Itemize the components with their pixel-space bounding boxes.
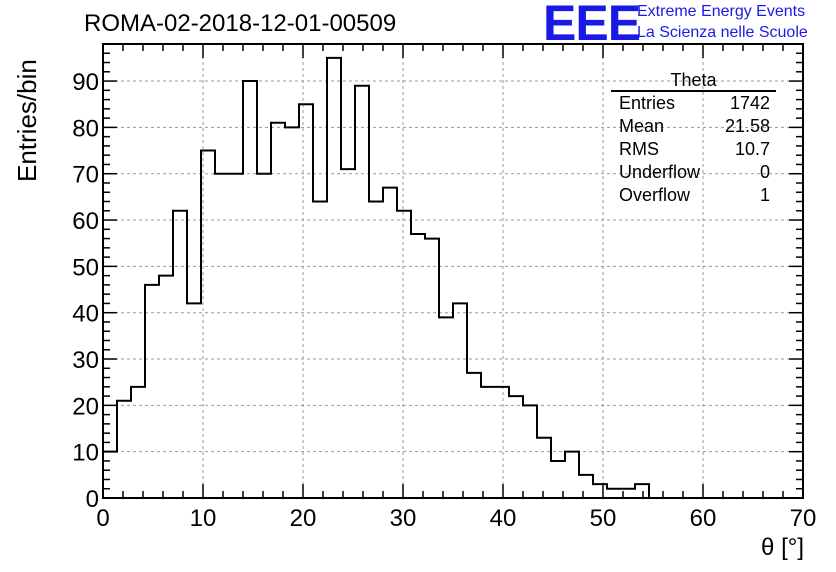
y-tick-label: 0 <box>86 486 99 513</box>
y-axis-label: Entries/bin <box>12 59 42 182</box>
y-tick-label: 50 <box>72 254 99 281</box>
eee-logo: EEE <box>543 0 641 51</box>
x-tick-label: 40 <box>490 505 517 532</box>
y-tick-label: 80 <box>72 115 99 142</box>
y-tick-label: 70 <box>72 162 99 189</box>
y-tick-label: 40 <box>72 301 99 328</box>
stats-label: Overflow <box>619 185 691 205</box>
y-tick-label: 10 <box>72 440 99 467</box>
x-tick-label: 70 <box>790 505 817 532</box>
x-axis-label: θ [°] <box>761 534 804 561</box>
stats-label: RMS <box>619 139 659 159</box>
y-tick-label: 20 <box>72 393 99 420</box>
stats-value: 10.7 <box>734 139 770 159</box>
x-tick-label: 20 <box>290 505 317 532</box>
chart-title: ROMA-02-2018-12-01-00509 <box>84 10 397 37</box>
stats-row: Mean 21.58 <box>611 115 776 138</box>
stats-label: Entries <box>619 93 676 113</box>
x-tick-label: 10 <box>190 505 217 532</box>
stats-row: Entries 1742 <box>611 92 776 115</box>
stats-value: 1 <box>759 185 770 205</box>
logo-line-2: La Scienza nelle Scuole <box>637 24 808 41</box>
stats-box: Theta Entries 1742 Mean 21.58 RMS 10.7 U… <box>611 70 776 207</box>
plot-frame <box>102 43 804 499</box>
histogram-line <box>102 56 803 499</box>
y-tick-label: 60 <box>72 208 99 235</box>
axis-ticks <box>102 43 804 499</box>
y-tick-label: 90 <box>72 69 99 96</box>
stats-value: 0 <box>759 162 770 182</box>
stats-row: Overflow 1 <box>611 184 776 207</box>
stats-box-title: Theta <box>611 70 776 92</box>
stats-row: Underflow 0 <box>611 161 776 184</box>
stats-row: RMS 10.7 <box>611 138 776 161</box>
y-tick-label: 30 <box>72 347 99 374</box>
x-tick-label: 30 <box>390 505 417 532</box>
stats-label: Underflow <box>619 162 701 182</box>
logo-line-1: Extreme Energy Events <box>637 3 806 20</box>
x-tick-label: 0 <box>96 505 109 532</box>
x-tick-label: 50 <box>590 505 617 532</box>
x-tick-label: 60 <box>690 505 717 532</box>
stats-label: Mean <box>619 116 665 136</box>
stats-value: 21.58 <box>724 116 770 136</box>
stats-value: 1742 <box>729 93 770 113</box>
